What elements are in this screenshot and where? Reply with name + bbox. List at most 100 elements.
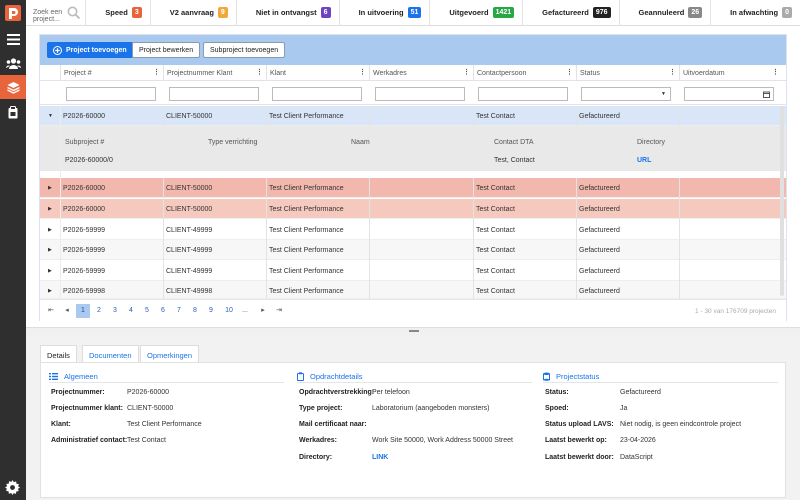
column-header-label: Project # xyxy=(64,70,92,77)
table-row[interactable]: ▶ P2026-59998 CLIENT-49998 Test Client P… xyxy=(40,281,786,299)
expand-caret-icon[interactable]: ▶ xyxy=(48,268,52,274)
filter-input-werkadres[interactable] xyxy=(375,87,465,101)
table-row[interactable]: ▶ P2026-59999 CLIENT-49999 Test Client P… xyxy=(40,240,786,260)
column-header-uitvoerdatum[interactable]: Uitvoerdatum ⋮ xyxy=(679,65,782,81)
filter-input-client[interactable] xyxy=(272,87,362,101)
status-filter-in-uitvoering[interactable]: In uitvoering 51 xyxy=(340,0,431,26)
details-pane: Details Documenten Opmerkingen Algemeen … xyxy=(26,335,800,500)
cell-client: Test Client Performance xyxy=(269,268,344,275)
grip-icon xyxy=(409,330,419,332)
table-row-selected[interactable]: ▼ P2026-60000 CLIENT-50000 Test Client P… xyxy=(40,106,786,126)
column-header-project[interactable]: Project # ⋮ xyxy=(60,65,163,81)
column-separator xyxy=(679,106,680,126)
cell-project: P2026-60000 xyxy=(63,206,106,213)
cell-status: Gefactureerd xyxy=(579,113,620,120)
table-row[interactable]: ▶ P2026-60000 CLIENT-50000 Test Client P… xyxy=(40,178,786,198)
filter-row: ▼ xyxy=(40,81,786,105)
column-menu-icon[interactable]: ⋮ xyxy=(669,69,676,76)
directory-link[interactable]: LINK xyxy=(372,454,389,461)
page-button[interactable]: 9 xyxy=(209,307,213,314)
settings-gear-icon[interactable] xyxy=(5,480,20,495)
status-count-badge: 1421 xyxy=(492,7,515,18)
status-filter-speed[interactable]: Speed 3 xyxy=(86,0,151,26)
column-menu-icon[interactable]: ⋮ xyxy=(153,69,160,76)
detail-value: Ja xyxy=(620,405,628,412)
cell-project: P2026-59999 xyxy=(63,268,106,275)
detail-value: Gefactureerd xyxy=(620,389,661,396)
page-ellipsis[interactable]: ... xyxy=(242,307,248,314)
detail-key: Status: xyxy=(545,389,569,396)
users-icon[interactable] xyxy=(0,51,26,75)
cell-status: Gefactureerd xyxy=(579,206,620,213)
column-header-werkadres[interactable]: Werkadres ⋮ xyxy=(369,65,473,81)
status-count-badge: 6 xyxy=(320,7,331,18)
next-page-icon[interactable]: ▸ xyxy=(261,307,265,314)
page-button[interactable]: 10 xyxy=(225,307,233,314)
expand-caret-icon[interactable]: ▶ xyxy=(48,288,52,294)
status-filter-uitgevoerd[interactable]: Uitgevoerd 1421 xyxy=(430,0,524,26)
list-icon xyxy=(49,373,58,380)
column-header-status[interactable]: Status ⋮ xyxy=(576,65,679,81)
project-search[interactable]: Zoek een project... xyxy=(26,0,87,26)
table-row[interactable]: ▶ P2026-59999 CLIENT-49999 Test Client P… xyxy=(40,220,786,240)
collapse-caret-icon[interactable]: ▼ xyxy=(48,113,53,119)
page-button[interactable]: 7 xyxy=(177,307,181,314)
status-filter-niet-in-ontvangst[interactable]: Niet in ontvangst 6 xyxy=(237,0,340,26)
search-icon[interactable] xyxy=(67,6,81,19)
column-menu-icon[interactable]: ⋮ xyxy=(359,69,366,76)
calendar-icon[interactable] xyxy=(763,91,770,98)
page-button[interactable]: 4 xyxy=(129,307,133,314)
tab-documenten[interactable]: Documenten xyxy=(82,345,139,362)
page-button[interactable]: 8 xyxy=(193,307,197,314)
clipboard-icon[interactable] xyxy=(0,100,26,124)
page-button[interactable]: 6 xyxy=(161,307,165,314)
page-button[interactable]: 5 xyxy=(145,307,149,314)
column-menu-icon[interactable]: ⋮ xyxy=(256,69,263,76)
filter-select-status[interactable]: ▼ xyxy=(581,87,671,101)
status-filter-in-afwachting[interactable]: In afwachting 0 xyxy=(711,0,800,26)
column-separator xyxy=(679,178,680,299)
grid-scrollbar[interactable] xyxy=(780,106,784,296)
status-label: V2 aanvraag xyxy=(169,8,214,17)
column-header-client-number[interactable]: Projectnummer Klant ⋮ xyxy=(163,65,266,81)
column-header-client[interactable]: Klant ⋮ xyxy=(266,65,369,81)
last-page-icon[interactable]: ⇥ xyxy=(276,307,282,314)
add-project-button[interactable]: Project toevoegen xyxy=(47,42,133,58)
plus-circle-icon xyxy=(53,45,62,55)
page-button[interactable]: 2 xyxy=(97,307,101,314)
status-filter-gefactureerd[interactable]: Gefactureerd 976 xyxy=(523,0,620,26)
column-menu-icon[interactable]: ⋮ xyxy=(566,69,573,76)
tab-details[interactable]: Details xyxy=(40,345,77,362)
filter-date-uitvoerdatum[interactable] xyxy=(684,87,774,101)
subgrid-directory-link[interactable]: URL xyxy=(637,157,652,164)
layers-icon[interactable] xyxy=(0,75,26,99)
expand-caret-icon[interactable]: ▶ xyxy=(48,247,52,253)
tab-opmerkingen[interactable]: Opmerkingen xyxy=(140,345,200,362)
prev-page-icon[interactable]: ◂ xyxy=(65,307,69,314)
grid-header-row: Project # ⋮ Projectnummer Klant ⋮ Klant ⋮ W… xyxy=(40,65,786,81)
filter-input-contact[interactable] xyxy=(478,87,568,101)
add-subproject-button[interactable]: Subproject toevoegen xyxy=(203,42,286,58)
first-page-icon[interactable]: ⇤ xyxy=(48,307,54,314)
cell-client-number: CLIENT-50000 xyxy=(166,113,213,120)
expand-caret-icon[interactable]: ▶ xyxy=(48,185,52,191)
expand-caret-icon[interactable]: ▶ xyxy=(48,206,52,212)
column-menu-icon[interactable]: ⋮ xyxy=(772,69,779,76)
page-button[interactable]: 3 xyxy=(113,307,117,314)
subproject-detail-grid: Subproject # Type verrichting Naam Conta… xyxy=(40,126,786,171)
table-row[interactable]: ▶ P2026-60000 CLIENT-50000 Test Client P… xyxy=(40,199,786,219)
expand-caret-icon[interactable]: ▶ xyxy=(48,227,52,233)
menu-icon[interactable] xyxy=(0,27,26,51)
status-filter-v2-aanvraag[interactable]: V2 aanvraag 9 xyxy=(151,0,237,26)
cell-contact: Test Contact xyxy=(476,247,515,254)
column-header-contact[interactable]: Contactpersoon ⋮ xyxy=(473,65,576,81)
page-button-current[interactable]: 1 xyxy=(76,304,90,318)
table-row[interactable]: ▶ P2026-59999 CLIENT-49999 Test Client P… xyxy=(40,261,786,281)
edit-project-button[interactable]: Project bewerken xyxy=(132,42,201,58)
split-resize-handle[interactable] xyxy=(26,327,800,335)
column-menu-icon[interactable]: ⋮ xyxy=(463,69,470,76)
filter-input-client-number[interactable] xyxy=(169,87,259,101)
cell-client: Test Client Performance xyxy=(269,288,344,295)
status-filter-geannuleerd[interactable]: Geannuleerd 26 xyxy=(620,0,712,26)
filter-input-project[interactable] xyxy=(66,87,156,101)
